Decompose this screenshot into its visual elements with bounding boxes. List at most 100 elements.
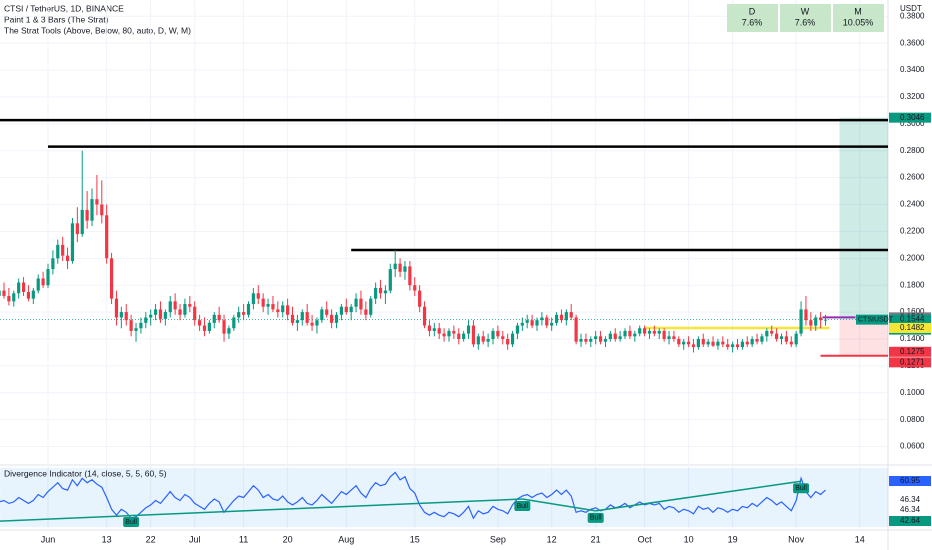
y-tick-label: 0.0600 [900,442,925,451]
candle-body [770,330,774,334]
osc-tag [889,516,931,526]
candle-body [21,282,26,292]
y-tick-label: 0.0800 [900,415,925,424]
osc-tag [889,505,931,515]
candle-body [212,314,216,323]
candle-body [178,309,182,315]
candle-body [17,282,21,294]
candle-body [677,339,681,345]
divergence-tag [123,517,140,527]
candle-body [344,306,348,313]
y-tick-label: 0.3000 [900,119,925,128]
osc-tag [889,495,931,505]
candle-body [246,304,251,315]
timeframe-cell [780,4,831,32]
candle-body [486,339,490,342]
candle-body [765,330,769,337]
candle-body [276,309,280,313]
candle-body [804,309,808,321]
stop-zone [839,319,888,356]
candle-body [672,336,676,340]
candle-body [442,333,446,337]
candle-body [462,333,466,340]
timeframe-name: M [854,6,862,16]
candle-body [153,309,158,315]
candle-body [789,341,793,345]
candle-body [481,336,485,342]
candle-body [564,312,568,321]
candle-body [540,317,544,321]
candle-body [760,336,764,342]
x-tick-label: Aug [338,534,354,544]
candle-body [330,314,334,323]
candle-body [550,322,554,326]
x-tick-label: 11 [239,534,248,544]
candle-body [422,306,427,326]
x-tick-label: Nov [788,534,805,544]
candle-body [403,266,407,272]
x-tick-label: 13 [102,534,112,544]
candle-body [711,341,715,346]
candle-body [579,339,583,342]
timeframe-cell [833,4,884,32]
y-tick-label: 0.3400 [900,65,925,74]
x-tick-label: Oct [638,534,653,544]
candle-body [202,325,207,331]
candle-body [26,291,31,299]
divergence-tag [514,501,531,512]
candle-body [594,336,598,340]
candle-body [647,330,652,334]
candle-body [506,339,510,345]
chart-title: CTSI / TetherUS, 1D, BINANCE [4,3,124,13]
indicator-legend: The Strat Tools (Above, Below, 80, auto,… [4,25,191,35]
y-tick-label: 0.2000 [900,253,925,262]
candle-body [530,320,534,326]
candle-body [105,215,109,259]
candle-body [129,320,133,331]
candle-body [642,328,647,334]
x-tick-label: Sep [490,534,506,544]
candle-body [12,293,16,302]
candle-body [682,341,686,345]
candle-body [163,312,167,319]
x-tick-label: 21 [591,534,601,544]
y-tick-label: 0.1400 [900,334,925,343]
candle-body [686,341,691,345]
candle-body [0,290,1,296]
candle-body [545,317,549,326]
candle-body [290,314,295,323]
candle-body [755,339,759,342]
candle-body [2,290,6,296]
candle-body [237,312,241,318]
candle-body [183,304,187,315]
candle-body [814,317,818,326]
candle-body [139,322,143,329]
candle-body [520,322,524,326]
candle-body [471,325,476,345]
candle-body [794,333,798,345]
x-tick-label: 12 [547,534,557,544]
target-zone [839,117,888,320]
candle-body [706,341,710,345]
candle-body [638,328,642,334]
candle-body [608,333,612,340]
candle-body [603,339,608,342]
divergence-label: Bull [590,515,602,522]
plot [0,0,888,530]
y-tick-label: 0.2600 [900,173,925,182]
osc-tag-label: 42.64 [900,516,921,525]
candle-body [261,298,265,307]
candle-body [7,295,11,302]
candle-body [222,320,226,334]
price-tag [889,357,931,368]
price-tag-label: 0.3046 [900,113,925,122]
candle-body [427,325,432,331]
candle-body [281,305,285,313]
symbol-tag [856,314,888,325]
candle-body [90,199,94,221]
divergence-label: Bull [516,503,528,510]
candle-body [589,339,593,342]
candle-body [149,314,153,318]
candle-body [75,223,79,235]
osc-title: Divergence Indicator (14, close, 5, 5, 6… [4,468,167,478]
